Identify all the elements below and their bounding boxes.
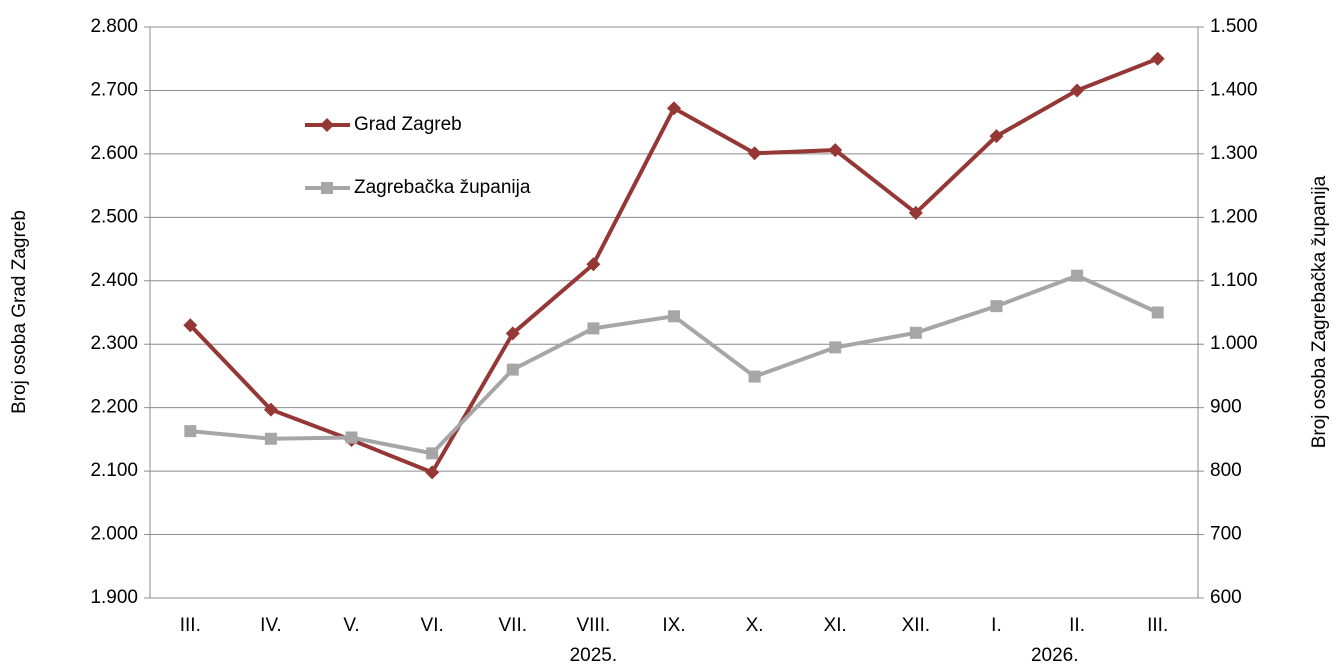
series-line (188, 56, 1159, 475)
y-tick-label: 2.600 (90, 143, 138, 164)
y2-tick-label: 900 (1210, 397, 1242, 418)
data-point (184, 425, 197, 438)
data-point (505, 326, 520, 341)
y-tick-label: 2.800 (90, 16, 138, 37)
y2-tick-label: 1.100 (1210, 270, 1258, 291)
data-point (263, 402, 278, 417)
data-point (1151, 306, 1164, 319)
series-line (190, 273, 1159, 456)
data-point (345, 431, 358, 444)
y2-tick-label: 1.300 (1210, 143, 1258, 164)
data-point (667, 101, 681, 116)
y2-tick-label: 1.400 (1210, 79, 1258, 100)
data-point (506, 363, 519, 376)
x-tick-label: VI. (421, 615, 444, 636)
data-point (1071, 269, 1084, 282)
data-point (989, 129, 1004, 144)
data-point (747, 146, 762, 161)
year-label: 2025. (570, 645, 618, 666)
legend-label: Zagrebačka županija (354, 177, 531, 198)
y2-tick-label: 600 (1210, 587, 1242, 608)
y-tick-label: 2.000 (90, 524, 138, 545)
y-tick-label: 2.500 (90, 206, 138, 227)
x-tick-label: VII. (499, 615, 528, 636)
y2-tick-label: 1.200 (1210, 206, 1258, 227)
data-point (990, 300, 1003, 313)
y-tick-label: 2.100 (90, 460, 138, 481)
legend-marker (320, 118, 334, 132)
data-point (748, 370, 761, 383)
x-tick-label: IX. (662, 615, 685, 636)
data-point (587, 322, 600, 335)
legend-label: Grad Zagreb (354, 114, 462, 135)
x-tick-label: III. (1147, 615, 1168, 636)
y-tick-label: 2.200 (90, 397, 138, 418)
data-point (828, 143, 843, 158)
x-tick-label: XI. (824, 615, 847, 636)
data-point (426, 447, 439, 460)
x-tick-label: IV. (260, 615, 282, 636)
y2-axis-label: Broj osoba Zagrebačka županija (1309, 175, 1330, 448)
y-axis-label: Broj osoba Grad Zagreb (9, 210, 30, 414)
data-point (586, 257, 601, 272)
data-point (183, 318, 198, 333)
y-tick-label: 2.300 (90, 333, 138, 354)
data-point (425, 465, 440, 480)
y-tick-label: 2.700 (90, 79, 138, 100)
data-point (668, 310, 680, 323)
data-point (829, 341, 842, 354)
data-point (909, 326, 922, 339)
data-point (264, 432, 277, 445)
x-tick-label: II. (1069, 615, 1085, 636)
legend-marker (321, 182, 333, 194)
y2-tick-label: 1.500 (1210, 16, 1258, 37)
y2-tick-label: 700 (1210, 524, 1242, 545)
x-tick-label: I. (991, 615, 1002, 636)
x-tick-label: III. (180, 615, 201, 636)
y2-tick-label: 1.000 (1210, 333, 1258, 354)
y2-tick-label: 800 (1210, 460, 1242, 481)
y-tick-label: 2.400 (90, 270, 138, 291)
x-tick-label: XII. (902, 615, 931, 636)
y-tick-label: 1.900 (90, 587, 138, 608)
data-point (908, 205, 923, 220)
x-tick-label: V. (343, 615, 359, 636)
data-point (1070, 83, 1085, 98)
year-label: 2026. (1031, 645, 1079, 666)
x-tick-label: X. (746, 615, 764, 636)
x-tick-label: VIII. (576, 615, 610, 636)
data-point (1150, 51, 1165, 66)
